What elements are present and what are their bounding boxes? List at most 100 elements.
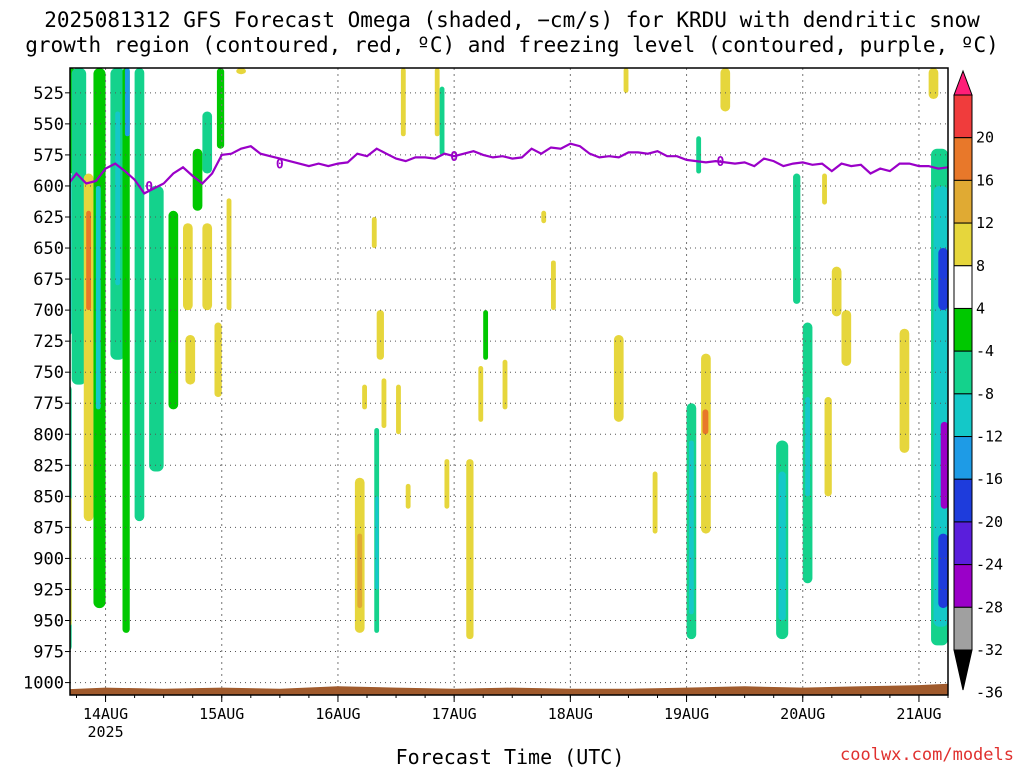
y-tick-label: 900 bbox=[33, 549, 64, 569]
x-tick-label: 16AUG bbox=[315, 705, 360, 723]
omega-region bbox=[375, 496, 379, 590]
colorbar-label: -32 bbox=[976, 641, 1003, 659]
colorbar-label: -24 bbox=[976, 556, 1003, 574]
omega-region bbox=[702, 409, 709, 435]
colorbar-label: 12 bbox=[976, 214, 994, 232]
omega-region bbox=[115, 111, 121, 286]
y-tick-label: 725 bbox=[33, 332, 64, 352]
omega-region bbox=[236, 68, 246, 75]
colorbar-box bbox=[953, 393, 973, 438]
y-tick-label: 675 bbox=[33, 270, 64, 290]
y-tick-label: 650 bbox=[33, 239, 64, 259]
x-tick-label: 14AUG bbox=[83, 705, 128, 723]
y-tick-label: 850 bbox=[33, 487, 64, 507]
omega-region bbox=[357, 533, 363, 609]
omega-region bbox=[613, 334, 624, 422]
colorbar-box bbox=[953, 137, 973, 181]
omega-region bbox=[95, 185, 101, 410]
y-tick-label: 700 bbox=[33, 301, 64, 321]
colorbar-box bbox=[953, 179, 973, 224]
omega-region bbox=[376, 310, 384, 360]
y-tick-label: 950 bbox=[33, 612, 64, 632]
colorbar-label: -8 bbox=[976, 385, 994, 403]
omega-region bbox=[502, 359, 508, 410]
omega-region bbox=[216, 68, 225, 149]
colorbar-bottom-arrow bbox=[953, 649, 973, 691]
y-tick-label: 525 bbox=[33, 84, 64, 104]
omega-region bbox=[841, 310, 852, 366]
colorbar-label: 16 bbox=[976, 171, 994, 189]
freezing-level-label: 0 bbox=[276, 158, 284, 173]
colorbar-label: -16 bbox=[976, 470, 1003, 488]
y-tick-label: 925 bbox=[33, 580, 64, 600]
freezing-level-line bbox=[70, 142, 948, 195]
omega-region bbox=[439, 86, 445, 155]
colorbar-label: -28 bbox=[976, 598, 1003, 616]
colorbar-box bbox=[953, 436, 973, 480]
colorbar-box bbox=[953, 606, 973, 651]
x-year-label: 2025 bbox=[87, 723, 123, 741]
x-tick-label: 18AUG bbox=[548, 705, 593, 723]
omega-region bbox=[226, 198, 232, 311]
omega-region bbox=[483, 310, 489, 360]
omega-region bbox=[434, 68, 440, 137]
omega-shading bbox=[65, 68, 948, 651]
omega-region bbox=[381, 378, 387, 429]
colorbar-box bbox=[953, 265, 973, 309]
omega-region bbox=[938, 248, 948, 311]
omega-region bbox=[444, 459, 450, 509]
omega-region bbox=[362, 384, 367, 410]
omega-region bbox=[202, 111, 213, 174]
omega-region bbox=[805, 397, 811, 497]
terrain-fill bbox=[70, 683, 948, 695]
x-tick-label: 17AUG bbox=[432, 705, 477, 723]
omega-region bbox=[149, 185, 164, 472]
omega-region bbox=[202, 223, 213, 311]
chart-title-line2: growth region (contoured, red, ºC) and f… bbox=[25, 33, 999, 57]
colorbar-box bbox=[953, 564, 973, 608]
omega-region bbox=[701, 353, 711, 534]
omega-region bbox=[478, 365, 484, 422]
y-tick-label: 550 bbox=[33, 115, 64, 135]
omega-region bbox=[371, 216, 377, 249]
colorbar-label: -4 bbox=[976, 342, 994, 360]
colorbar-label: -12 bbox=[976, 428, 1003, 446]
colorbar: 20 16 12 8 4 -4 -8 -12 -16 -20 -24 -28 -32 -36 bbox=[953, 69, 1003, 702]
colorbar-label: 20 bbox=[976, 129, 994, 147]
y-tick-label: 875 bbox=[33, 518, 64, 538]
colorbar-box bbox=[953, 94, 973, 139]
plot-frame bbox=[69, 67, 949, 696]
x-tick-label: 19AUG bbox=[664, 705, 709, 723]
omega-region bbox=[822, 173, 827, 205]
omega-region bbox=[65, 534, 68, 608]
omega-region bbox=[940, 421, 948, 509]
omega-region bbox=[405, 483, 411, 509]
x-tick-label: 20AUG bbox=[780, 705, 825, 723]
y-tick-label: 575 bbox=[33, 146, 64, 166]
omega-region bbox=[134, 68, 145, 522]
colorbar-label: -20 bbox=[976, 513, 1003, 531]
omega-region bbox=[831, 266, 842, 317]
omega-region bbox=[214, 322, 222, 398]
x-tick-label: 15AUG bbox=[199, 705, 244, 723]
omega-region bbox=[541, 210, 547, 224]
omega-region bbox=[396, 384, 401, 435]
y-tick-label: 825 bbox=[33, 456, 64, 476]
colorbar-box bbox=[953, 478, 973, 523]
omega-region bbox=[400, 68, 406, 137]
omega-region bbox=[688, 440, 694, 615]
y-tick-label: 775 bbox=[33, 394, 64, 414]
y-tick-label: 1000 bbox=[23, 674, 64, 694]
omega-region bbox=[124, 68, 130, 137]
omega-region bbox=[899, 328, 910, 453]
omega-region bbox=[71, 68, 87, 385]
omega-region bbox=[183, 223, 193, 311]
credit-text: coolwx.com/models bbox=[840, 745, 1014, 765]
chart-title-line1: 2025081312 GFS Forecast Omega (shaded, −… bbox=[44, 8, 980, 32]
omega-region bbox=[696, 136, 702, 174]
colorbar-top-arrow bbox=[953, 69, 973, 96]
omega-region bbox=[70, 173, 72, 335]
x-axis-label: Forecast Time (UTC) bbox=[395, 745, 625, 769]
omega-region bbox=[86, 210, 92, 311]
